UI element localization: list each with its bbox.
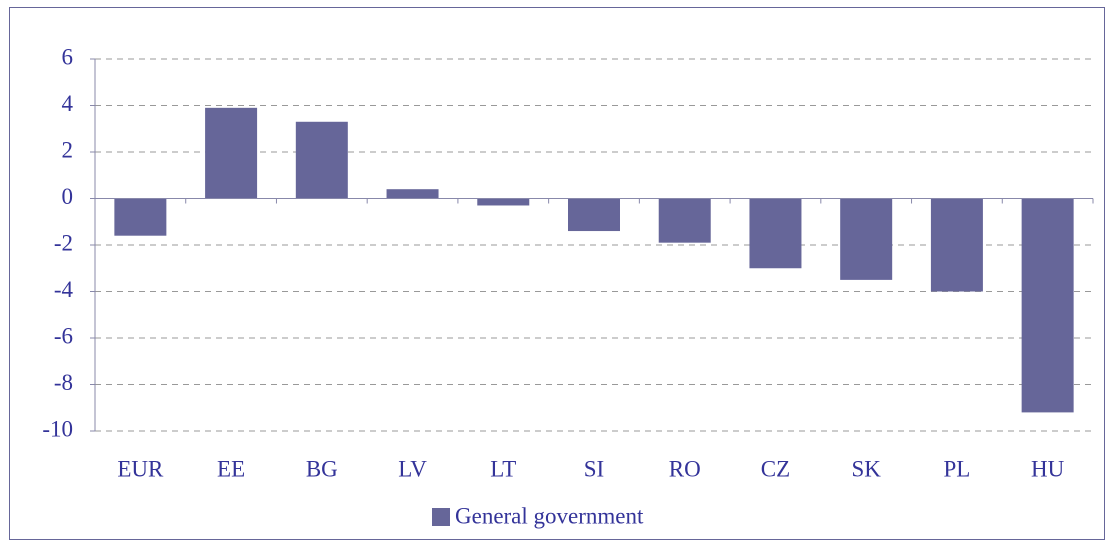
x-tick-label: PL: [943, 456, 970, 481]
y-tick-label: -4: [54, 277, 74, 302]
y-tick-label: -8: [54, 370, 73, 395]
y-tick-label: 0: [62, 184, 74, 209]
y-tick-label: 6: [62, 44, 74, 69]
chart-border: [9, 7, 1105, 540]
legend-swatch: [432, 508, 450, 526]
bar: [114, 198, 167, 236]
x-tick-label: CZ: [761, 456, 790, 481]
y-tick-label: 2: [62, 137, 74, 162]
x-tick-label: SK: [851, 456, 881, 481]
bar: [477, 198, 530, 206]
bar: [295, 121, 348, 199]
bar: [568, 198, 620, 232]
x-tick-label: LT: [490, 456, 516, 481]
y-tick-label: -10: [42, 416, 73, 441]
y-tick-label: -2: [54, 230, 73, 255]
x-tick-label: EE: [217, 456, 245, 481]
x-tick-label: EUR: [117, 456, 164, 481]
y-tick-label: 4: [62, 91, 74, 116]
x-tick-label: BG: [306, 456, 338, 481]
bar: [840, 198, 893, 280]
y-tick-label: -6: [54, 323, 73, 348]
bar: [930, 198, 983, 292]
bar: [205, 107, 258, 199]
x-tick-label: LV: [398, 456, 427, 481]
x-tick-label: SI: [584, 456, 604, 481]
bar: [1021, 198, 1074, 413]
bar: [658, 198, 711, 243]
x-tick-label: RO: [669, 456, 701, 481]
bar: [749, 198, 802, 269]
bar: [386, 189, 439, 199]
legend-label: General government: [455, 503, 644, 528]
x-tick-label: HU: [1031, 456, 1065, 481]
